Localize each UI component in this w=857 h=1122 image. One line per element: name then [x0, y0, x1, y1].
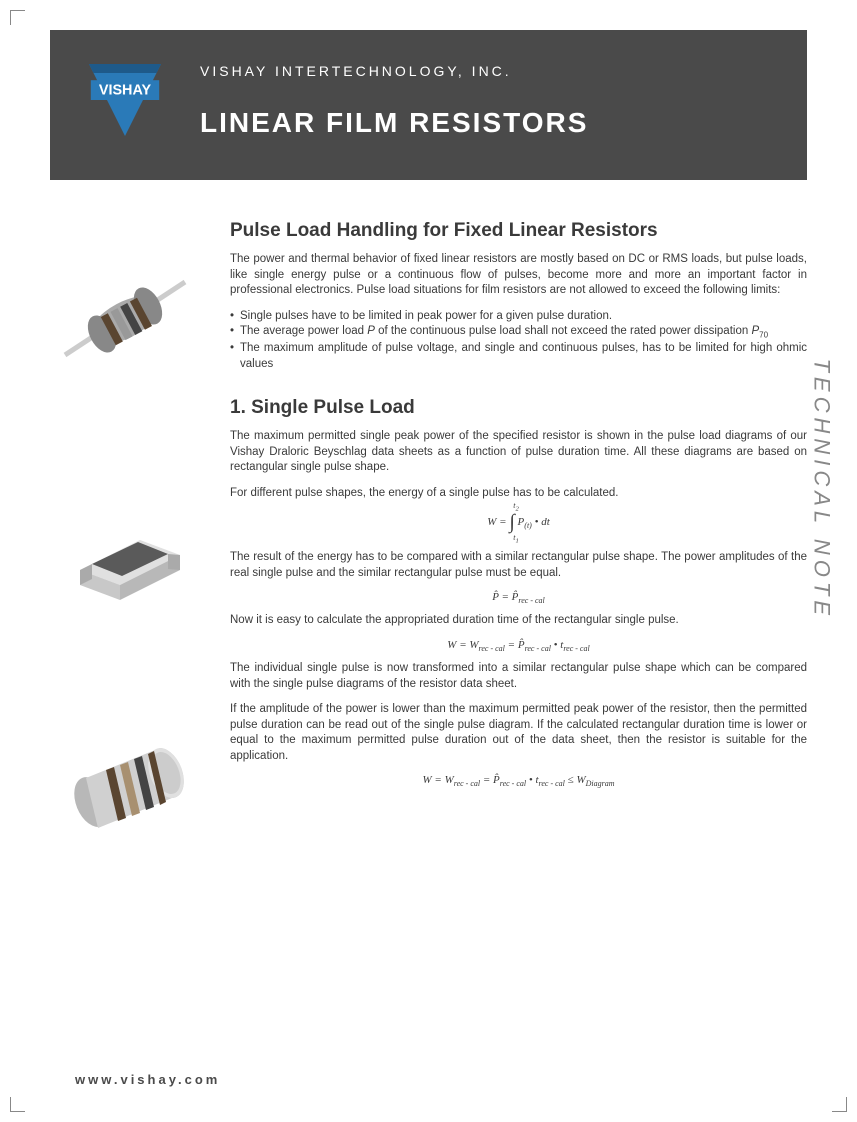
smd-resistor-image	[50, 500, 200, 620]
axial-resistor-image	[50, 270, 200, 390]
image-sidebar	[50, 220, 200, 850]
formula-energy: W = Wrec - cal = P̂rec - cal • trec - ca…	[230, 639, 807, 653]
list-item: Single pulses have to be limited in peak…	[230, 309, 807, 325]
svg-text:VISHAY: VISHAY	[99, 83, 152, 99]
body-paragraph: The maximum permitted single peak power …	[230, 429, 807, 476]
page: VISHAY VISHAY INTERTECHNOLOGY, INC. LINE…	[0, 0, 857, 1122]
footer-url: www.vishay.com	[75, 1072, 220, 1087]
melf-resistor-image	[50, 730, 200, 850]
body-paragraph: Now it is easy to calculate the appropri…	[230, 613, 807, 629]
main-heading: Pulse Load Handling for Fixed Linear Res…	[230, 220, 807, 242]
list-item: The maximum amplitude of pulse voltage, …	[230, 341, 807, 372]
limits-list: Single pulses have to be limited in peak…	[230, 309, 807, 373]
body-paragraph: If the amplitude of the power is lower t…	[230, 702, 807, 764]
body-paragraph: The individual single pulse is now trans…	[230, 661, 807, 692]
technical-note-label: TECHNICAL NOTE	[809, 358, 835, 620]
content-area: Pulse Load Handling for Fixed Linear Res…	[50, 220, 807, 850]
header-banner: VISHAY VISHAY INTERTECHNOLOGY, INC. LINE…	[50, 30, 807, 180]
document-title: LINEAR FILM RESISTORS	[200, 107, 777, 139]
section-1-heading: 1. Single Pulse Load	[230, 397, 807, 419]
header-text: VISHAY INTERTECHNOLOGY, INC. LINEAR FILM…	[200, 55, 777, 139]
vishay-logo: VISHAY	[80, 55, 170, 145]
formula-power-equal: P̂ = P̂rec - cal	[230, 591, 807, 605]
main-text: Pulse Load Handling for Fixed Linear Res…	[230, 220, 807, 850]
body-paragraph: The result of the energy has to be compa…	[230, 550, 807, 581]
formula-integral: t2 W = ∫ P(t) • dt t1	[230, 511, 807, 534]
formula-comparison: W = Wrec - cal = P̂rec - cal • trec - ca…	[230, 774, 807, 788]
company-name: VISHAY INTERTECHNOLOGY, INC.	[200, 63, 777, 79]
body-paragraph: For different pulse shapes, the energy o…	[230, 486, 807, 502]
list-item: The average power load P of the continuo…	[230, 324, 807, 341]
intro-paragraph: The power and thermal behavior of fixed …	[230, 252, 807, 299]
